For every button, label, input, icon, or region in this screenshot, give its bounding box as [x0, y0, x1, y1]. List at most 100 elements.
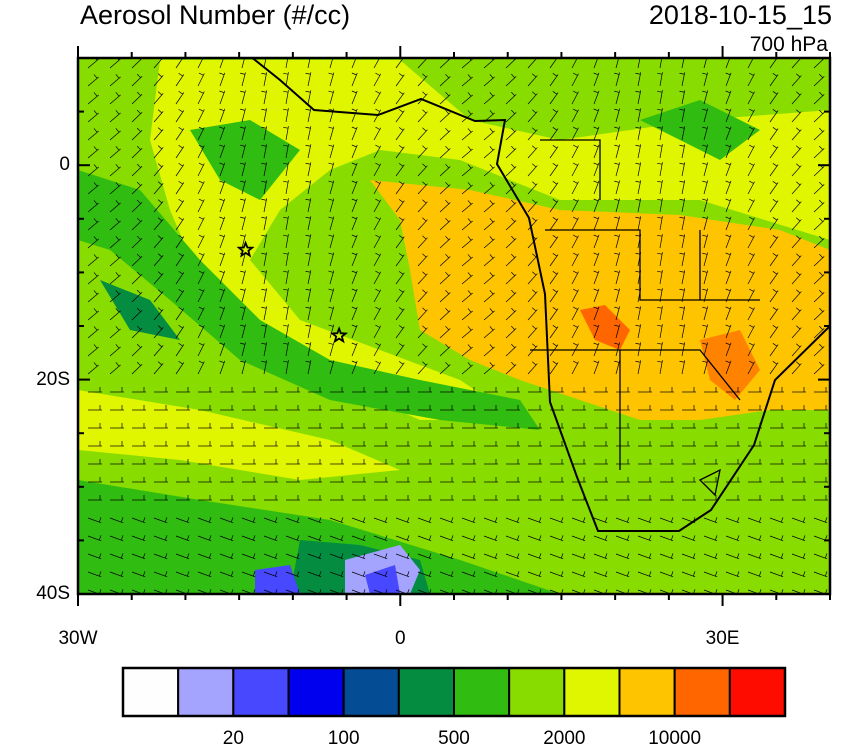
wind-barb-feather	[780, 535, 784, 541]
wind-barb	[681, 288, 686, 303]
wind-barb-feather	[614, 144, 620, 147]
wind-barb-feather	[494, 535, 498, 541]
wind-barb	[329, 58, 334, 69]
wind-barb-feather	[635, 216, 641, 219]
wind-barb-feather	[178, 324, 183, 329]
wind-barb	[439, 364, 451, 375]
wind-barb-feather	[467, 272, 472, 277]
wind-barb-feather	[240, 270, 246, 273]
wind-barb	[153, 147, 164, 159]
wind-barb-feather	[467, 362, 472, 367]
wind-barb-feather	[626, 553, 630, 559]
wind-barb-feather	[178, 126, 183, 131]
wind-barb-feather	[136, 325, 141, 330]
wind-barb-feather	[240, 180, 246, 183]
wind-barb-feather	[635, 306, 641, 309]
wind-barb-feather	[142, 553, 146, 559]
wind-barb	[153, 93, 164, 105]
wind-barb	[527, 345, 538, 357]
wind-barb-feather	[702, 324, 708, 327]
wind-barb	[461, 130, 473, 141]
wind-barb-feather	[305, 126, 311, 129]
wind-barb-feather	[328, 72, 334, 75]
wind-barb	[527, 183, 538, 195]
wind-barb-feather	[178, 288, 183, 293]
wind-barb-feather	[679, 234, 685, 237]
wind-barb	[87, 130, 99, 141]
wind-barb-feather	[772, 109, 778, 113]
wind-barb-feather	[340, 535, 344, 541]
wind-barb	[769, 92, 779, 105]
wind-barb-feather	[450, 571, 454, 577]
wind-barb-feather	[93, 146, 98, 151]
wind-barb-feather	[136, 343, 141, 348]
wind-barb	[527, 363, 538, 375]
wind-barb	[153, 183, 164, 195]
wind-barb-feather	[328, 90, 334, 93]
wind-barb-feather	[494, 517, 498, 523]
wind-barb-feather	[351, 252, 357, 256]
wind-barb-feather	[428, 553, 432, 559]
wind-barb-feather	[198, 270, 204, 274]
wind-barb	[703, 324, 709, 339]
wind-barb	[395, 128, 405, 141]
wind-barb-feather	[573, 216, 578, 220]
wind-barb-feather	[749, 216, 754, 220]
wind-barb-feather	[614, 108, 620, 111]
wind-barb	[505, 220, 517, 231]
wind-barb-feather	[398, 73, 404, 77]
wind-barb-feather	[749, 306, 754, 310]
wind-barb-feather	[614, 360, 620, 363]
wind-barb-feather	[516, 553, 520, 559]
wind-barb	[153, 273, 164, 285]
wind-barb-feather	[772, 127, 778, 131]
wind-barb-feather	[351, 108, 357, 112]
wind-barb-feather	[198, 234, 204, 238]
wind-barb-feather	[758, 571, 762, 577]
wind-barb	[703, 144, 709, 159]
wind-barb	[681, 144, 686, 159]
wind-barb-feather	[635, 360, 641, 363]
wind-barb-feather	[725, 72, 731, 76]
wind-barb-feather	[714, 535, 718, 541]
wind-barb-feather	[467, 308, 472, 313]
wind-barb-feather	[657, 306, 663, 309]
wind-barb	[395, 362, 405, 375]
wind-barb-feather	[648, 553, 652, 559]
wind-barb	[263, 90, 268, 105]
wind-barb-feather	[772, 91, 778, 95]
wind-barb-feather	[422, 145, 427, 150]
wind-barb-feather	[157, 145, 163, 150]
wind-barb-feather	[198, 198, 204, 202]
colorbar-box	[342, 667, 400, 717]
wind-barb-feather	[772, 289, 778, 293]
wind-barb	[87, 94, 99, 105]
wind-barb-feather	[635, 288, 641, 291]
wind-barb	[87, 148, 99, 159]
wind-barb-feather	[375, 72, 380, 76]
wind-barb-feather	[328, 342, 334, 345]
wind-barb-feather	[657, 108, 663, 111]
wind-barb-feather	[240, 198, 246, 201]
wind-barb-feather	[283, 288, 289, 291]
wind-barb-feather	[573, 126, 578, 130]
wind-barb	[703, 72, 709, 87]
wind-barb	[461, 94, 473, 105]
wind-barb-feather	[115, 182, 120, 187]
wind-barb-feather	[198, 180, 204, 184]
wind-barb-feather	[467, 110, 472, 115]
wind-barb-feather	[489, 92, 494, 97]
wind-barb-feather	[604, 517, 608, 523]
wind-barb	[87, 184, 99, 195]
wind-barb-feather	[208, 535, 212, 541]
wind-barb	[439, 94, 451, 105]
wind-barb-feather	[362, 535, 366, 541]
wind-barb	[681, 252, 686, 267]
wind-barb-feather	[157, 163, 163, 168]
wind-barb-feather	[252, 571, 256, 577]
wind-barb-feather	[749, 270, 754, 274]
wind-barb-feather	[725, 126, 731, 130]
wind-barb	[615, 270, 620, 285]
wind-barb-feather	[93, 326, 98, 331]
wind-barb-feather	[796, 163, 801, 168]
